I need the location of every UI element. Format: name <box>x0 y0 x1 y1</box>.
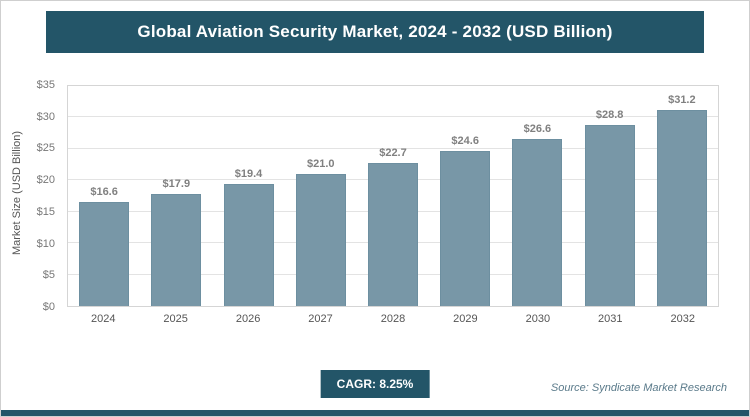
bar <box>656 109 707 306</box>
bar-value-label: $21.0 <box>306 158 335 170</box>
x-tick-label: 2030 <box>525 313 551 325</box>
bar-value-label: $28.8 <box>595 108 624 121</box>
x-axis-tick-labels: 2024 2025 2026 2027 2028 2029 2030 2031 2032 <box>67 313 719 325</box>
bar-value-label: $16.6 <box>90 185 118 198</box>
bar-value-label: $31.2 <box>668 93 696 106</box>
bar <box>440 151 491 306</box>
y-tick-label: $20 <box>36 174 55 187</box>
bar <box>584 124 635 306</box>
x-tick-label: 2025 <box>163 313 188 325</box>
y-tick-label: $10 <box>36 237 55 250</box>
x-tick-label: 2024 <box>90 313 116 325</box>
bar-group: $24.6 <box>429 86 501 306</box>
source-text: Source: Syndicate Market Research <box>550 382 727 394</box>
bar-value-label: $24.6 <box>451 135 479 148</box>
bar-value-label: $17.9 <box>162 177 191 190</box>
x-tick-label: 2029 <box>453 313 478 325</box>
y-tick-label: $25 <box>36 142 55 155</box>
x-tick-label: 2032 <box>670 313 695 325</box>
bar-group: $16.6 <box>68 86 140 306</box>
y-tick-label: $15 <box>36 205 55 218</box>
y-tick-label: $35 <box>36 79 55 91</box>
cagr-badge: CAGR: 8.25% <box>320 370 430 398</box>
bar-value-label: $26.6 <box>523 122 552 135</box>
x-tick-label: 2028 <box>380 313 406 325</box>
bar-series: $16.6 $17.9 $19.4 $21.0 $22.7 $24.6 $26.6 $28.8… <box>68 86 718 306</box>
bottom-accent-bar <box>1 410 749 416</box>
bar <box>151 193 202 306</box>
x-tick-label: 2026 <box>235 313 261 325</box>
bar-group: $17.9 <box>140 86 212 306</box>
bar-group: $26.6 <box>501 86 573 306</box>
bar <box>512 138 563 306</box>
gridline <box>68 116 718 118</box>
bar-group: $28.8 <box>574 86 646 306</box>
x-tick-label: 2031 <box>598 313 623 325</box>
bar <box>223 184 274 306</box>
chart-title: Global Aviation Security Market, 2024 - … <box>46 11 704 53</box>
bar <box>295 174 346 306</box>
y-tick-label: $30 <box>36 110 55 123</box>
y-axis-tick-labels: $0 $5 $10 $15 $20 $25 $30 $35 <box>9 79 61 313</box>
bar <box>367 163 418 306</box>
bar-group: $31.2 <box>646 86 718 306</box>
bar-group: $19.4 <box>212 86 284 306</box>
y-tick-label: $5 <box>42 269 55 282</box>
plot-area: $16.6 $17.9 $19.4 $21.0 $22.7 $24.6 $26.6 $28.8… <box>67 85 719 307</box>
bar <box>79 201 130 306</box>
gridline <box>68 147 718 149</box>
y-tick-label: $0 <box>42 301 55 313</box>
bar-value-label: $19.4 <box>234 168 263 181</box>
bar-value-label: $22.7 <box>379 147 407 160</box>
bar-group: $22.7 <box>357 86 429 306</box>
x-tick-label: 2027 <box>308 313 333 325</box>
bar-group: $21.0 <box>285 86 357 306</box>
